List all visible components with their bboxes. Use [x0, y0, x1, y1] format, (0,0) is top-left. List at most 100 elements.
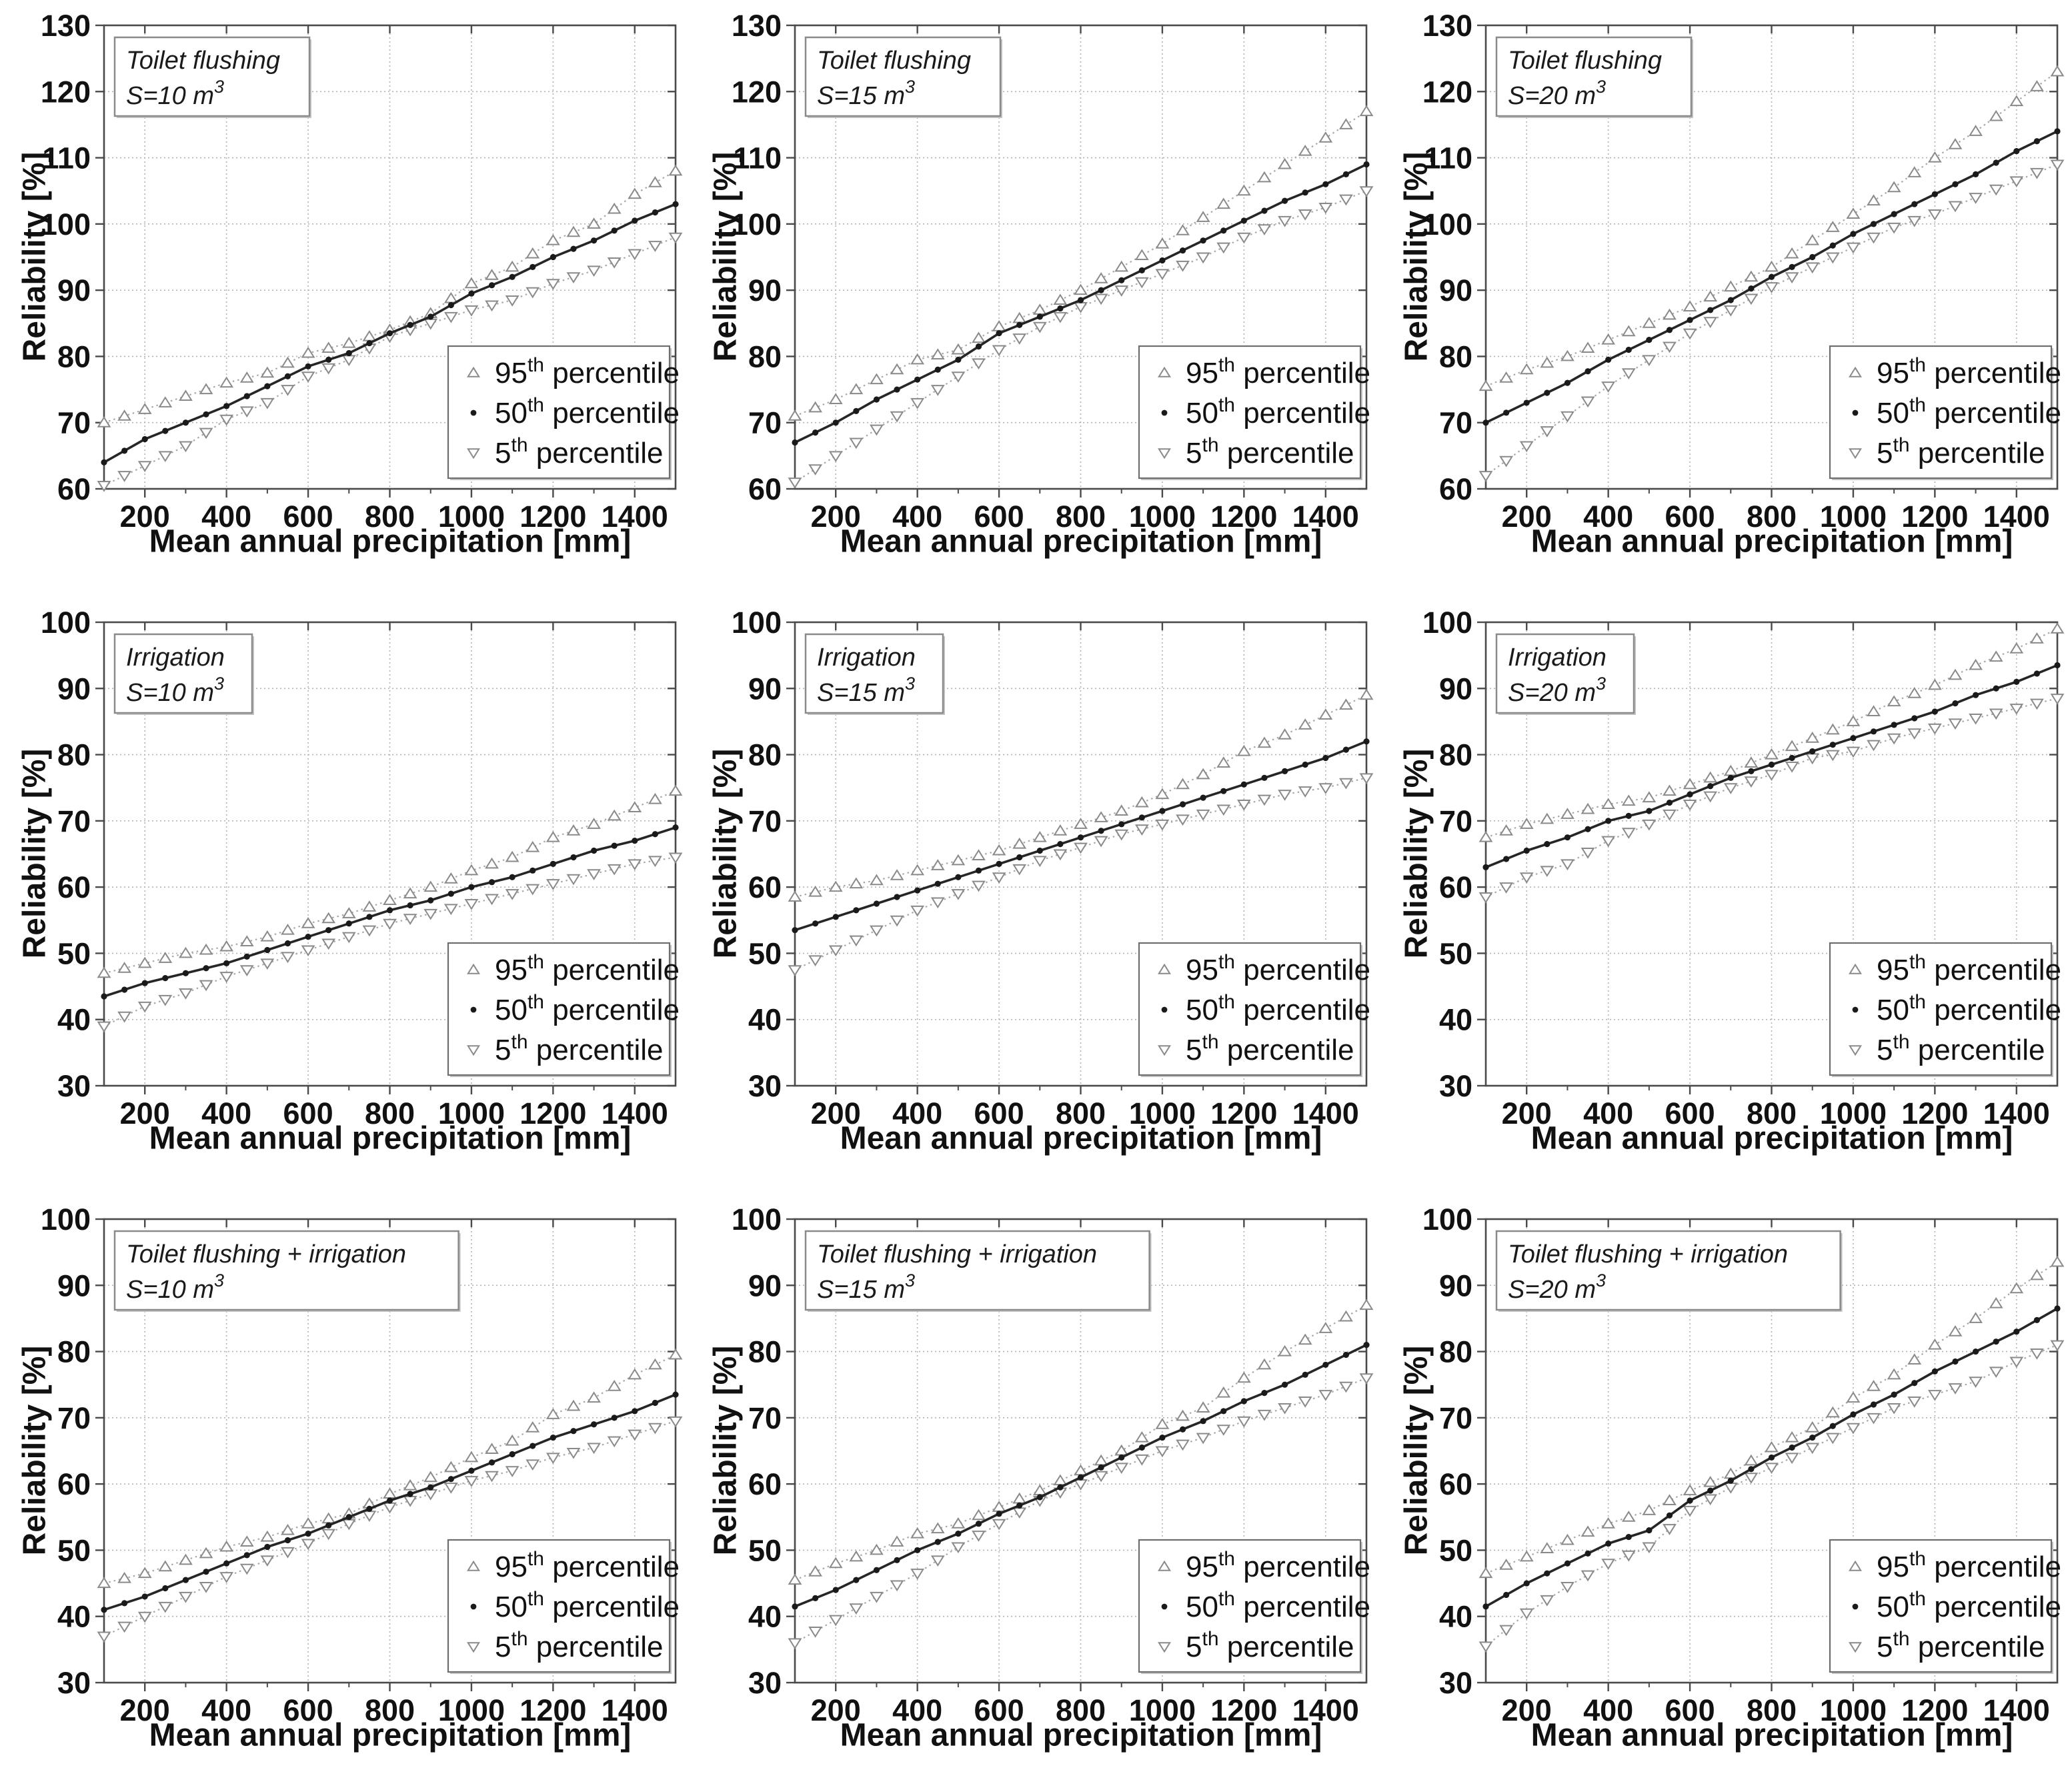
triangle-up-marker: [1094, 811, 1108, 822]
triangle-down-marker: [301, 945, 315, 957]
triangle-down-marker: [1683, 800, 1697, 811]
triangle-up-marker: [1074, 1464, 1088, 1476]
triangle-down-marker: [179, 441, 193, 453]
triangle-down-marker: [1114, 285, 1129, 297]
y-tick-label: 90: [748, 672, 782, 706]
dot-marker: [1707, 307, 1714, 313]
triangle-down-marker: [1663, 341, 1677, 353]
legend-frame: [1138, 942, 1362, 1076]
triangle-up-marker: [1499, 1559, 1514, 1570]
triangle-up-marker: [1196, 768, 1210, 780]
triangle-down-marker: [828, 1615, 843, 1627]
chart-cell-combined-s20: 200 400 600 800 1000 1200 1400 30 40 50 60 70 80 90 10…: [1382, 1194, 2072, 1791]
y-tick-label: 100: [41, 1202, 91, 1236]
dot-marker: [386, 907, 393, 914]
x-tick-label: 1000: [1820, 500, 1887, 534]
triangle-down-marker: [788, 1638, 802, 1650]
triangle-down-marker: [1094, 1471, 1108, 1483]
y-tick-label: 120: [41, 75, 91, 109]
triangle-up-marker: [1032, 303, 1047, 315]
dot-marker: [1077, 834, 1084, 841]
triangle-down-marker: [1723, 783, 1738, 794]
y-tick-label: 30: [57, 1666, 91, 1700]
dot-marker: [121, 1600, 128, 1607]
y-tick-label: 40: [1439, 1600, 1472, 1634]
triangle-up-marker: [1236, 1371, 1251, 1383]
triangle-down-marker: [1927, 723, 1942, 735]
triangle-up-marker: [260, 1530, 275, 1542]
triangle-up-marker: [1012, 837, 1027, 849]
dot-marker: [1016, 854, 1023, 861]
dot-marker: [832, 914, 839, 920]
triangle-down-marker: [1948, 718, 1963, 730]
triangle-down-marker: [1765, 770, 1779, 782]
dot-marker: [1646, 337, 1653, 343]
x-tick-label: 600: [974, 1096, 1024, 1130]
triangle-down-marker: [1642, 819, 1657, 831]
triangle-down-marker: [2009, 176, 2024, 188]
dot-marker: [996, 330, 1002, 337]
triangle-down-marker: [566, 1447, 581, 1459]
triangle-up-marker: [362, 329, 377, 341]
triangle-up-marker: [587, 1391, 601, 1403]
dot-marker: [1077, 1474, 1084, 1481]
dot-marker: [2013, 678, 2020, 685]
triangle-up-marker: [485, 857, 499, 869]
dot-marker: [1789, 263, 1795, 270]
triangle-up-marker: [788, 1573, 802, 1585]
dot-marker: [812, 429, 819, 436]
x-tick-label: 800: [1747, 1096, 1797, 1130]
triangle-down-marker: [2009, 704, 2024, 715]
dot-marker: [611, 842, 618, 849]
x-tick-label: 1200: [520, 1693, 586, 1727]
triangle-down-marker: [808, 1627, 823, 1638]
triangle-up-marker: [219, 1540, 234, 1552]
triangle-up-marker: [1236, 744, 1251, 756]
dot-marker: [1666, 799, 1673, 806]
dot-marker: [1931, 191, 1938, 197]
dot-marker: [1870, 221, 1877, 227]
legend: 95th percentile 50th percentile 5th percen…: [447, 1539, 680, 1674]
dot-marker: [530, 867, 536, 874]
dot-marker: [652, 1399, 658, 1407]
triangle-up-marker: [1094, 272, 1108, 283]
triangle-down-marker: [668, 1416, 683, 1428]
triangle-down-marker: [1176, 1439, 1190, 1451]
triangle-up-marker: [383, 894, 397, 905]
dot-marker: [1972, 171, 1979, 177]
dot-marker: [1911, 1380, 1918, 1387]
triangle-up-marker: [1601, 1517, 1616, 1529]
triangle-down-marker: [301, 1539, 315, 1551]
dot-marker: [1503, 1591, 1510, 1599]
dot-marker: [407, 1491, 413, 1497]
triangle-down-marker: [1074, 1479, 1088, 1491]
dot-marker: [182, 1577, 189, 1583]
x-tick-label: 200: [811, 1693, 861, 1727]
triangle-down-marker: [1805, 1443, 1820, 1455]
annotation-line1: Toilet flushing: [817, 47, 971, 75]
dot-marker: [1931, 708, 1938, 715]
triangle-down-marker: [1338, 194, 1353, 206]
annotation-line1: Irrigation: [1508, 644, 1607, 672]
triangle-down-marker: [1338, 778, 1353, 790]
triangle-down-marker: [808, 464, 823, 476]
triangle-up-marker: [1540, 356, 1555, 368]
x-tick-label: 800: [1056, 1096, 1106, 1130]
y-tick-label: 130: [732, 9, 782, 43]
x-axis-label: Mean annual precipitation [mm]: [1530, 1120, 2013, 1156]
dot-marker: [1748, 1466, 1755, 1473]
dot-marker: [1482, 1603, 1489, 1610]
dot-marker: [386, 1497, 393, 1504]
dot-marker: [1544, 1570, 1550, 1577]
triangle-down-marker: [1012, 1507, 1027, 1519]
chart-plot-toilet-flushing-s20: 200 400 600 800 1000 1200 1400 60 70 80 90 100 110 12…: [1422, 9, 2065, 534]
triangle-up-marker: [1765, 260, 1779, 272]
triangle-up-marker: [587, 818, 601, 829]
triangle-down-marker: [362, 925, 377, 937]
triangle-up-marker: [1907, 166, 1922, 177]
triangle-up-marker: [1744, 270, 1759, 282]
triangle-down-marker: [1948, 1383, 1963, 1395]
triangle-down-marker: [1236, 800, 1251, 811]
triangle-up-marker: [239, 371, 254, 383]
triangle-up-marker: [1478, 379, 1493, 391]
